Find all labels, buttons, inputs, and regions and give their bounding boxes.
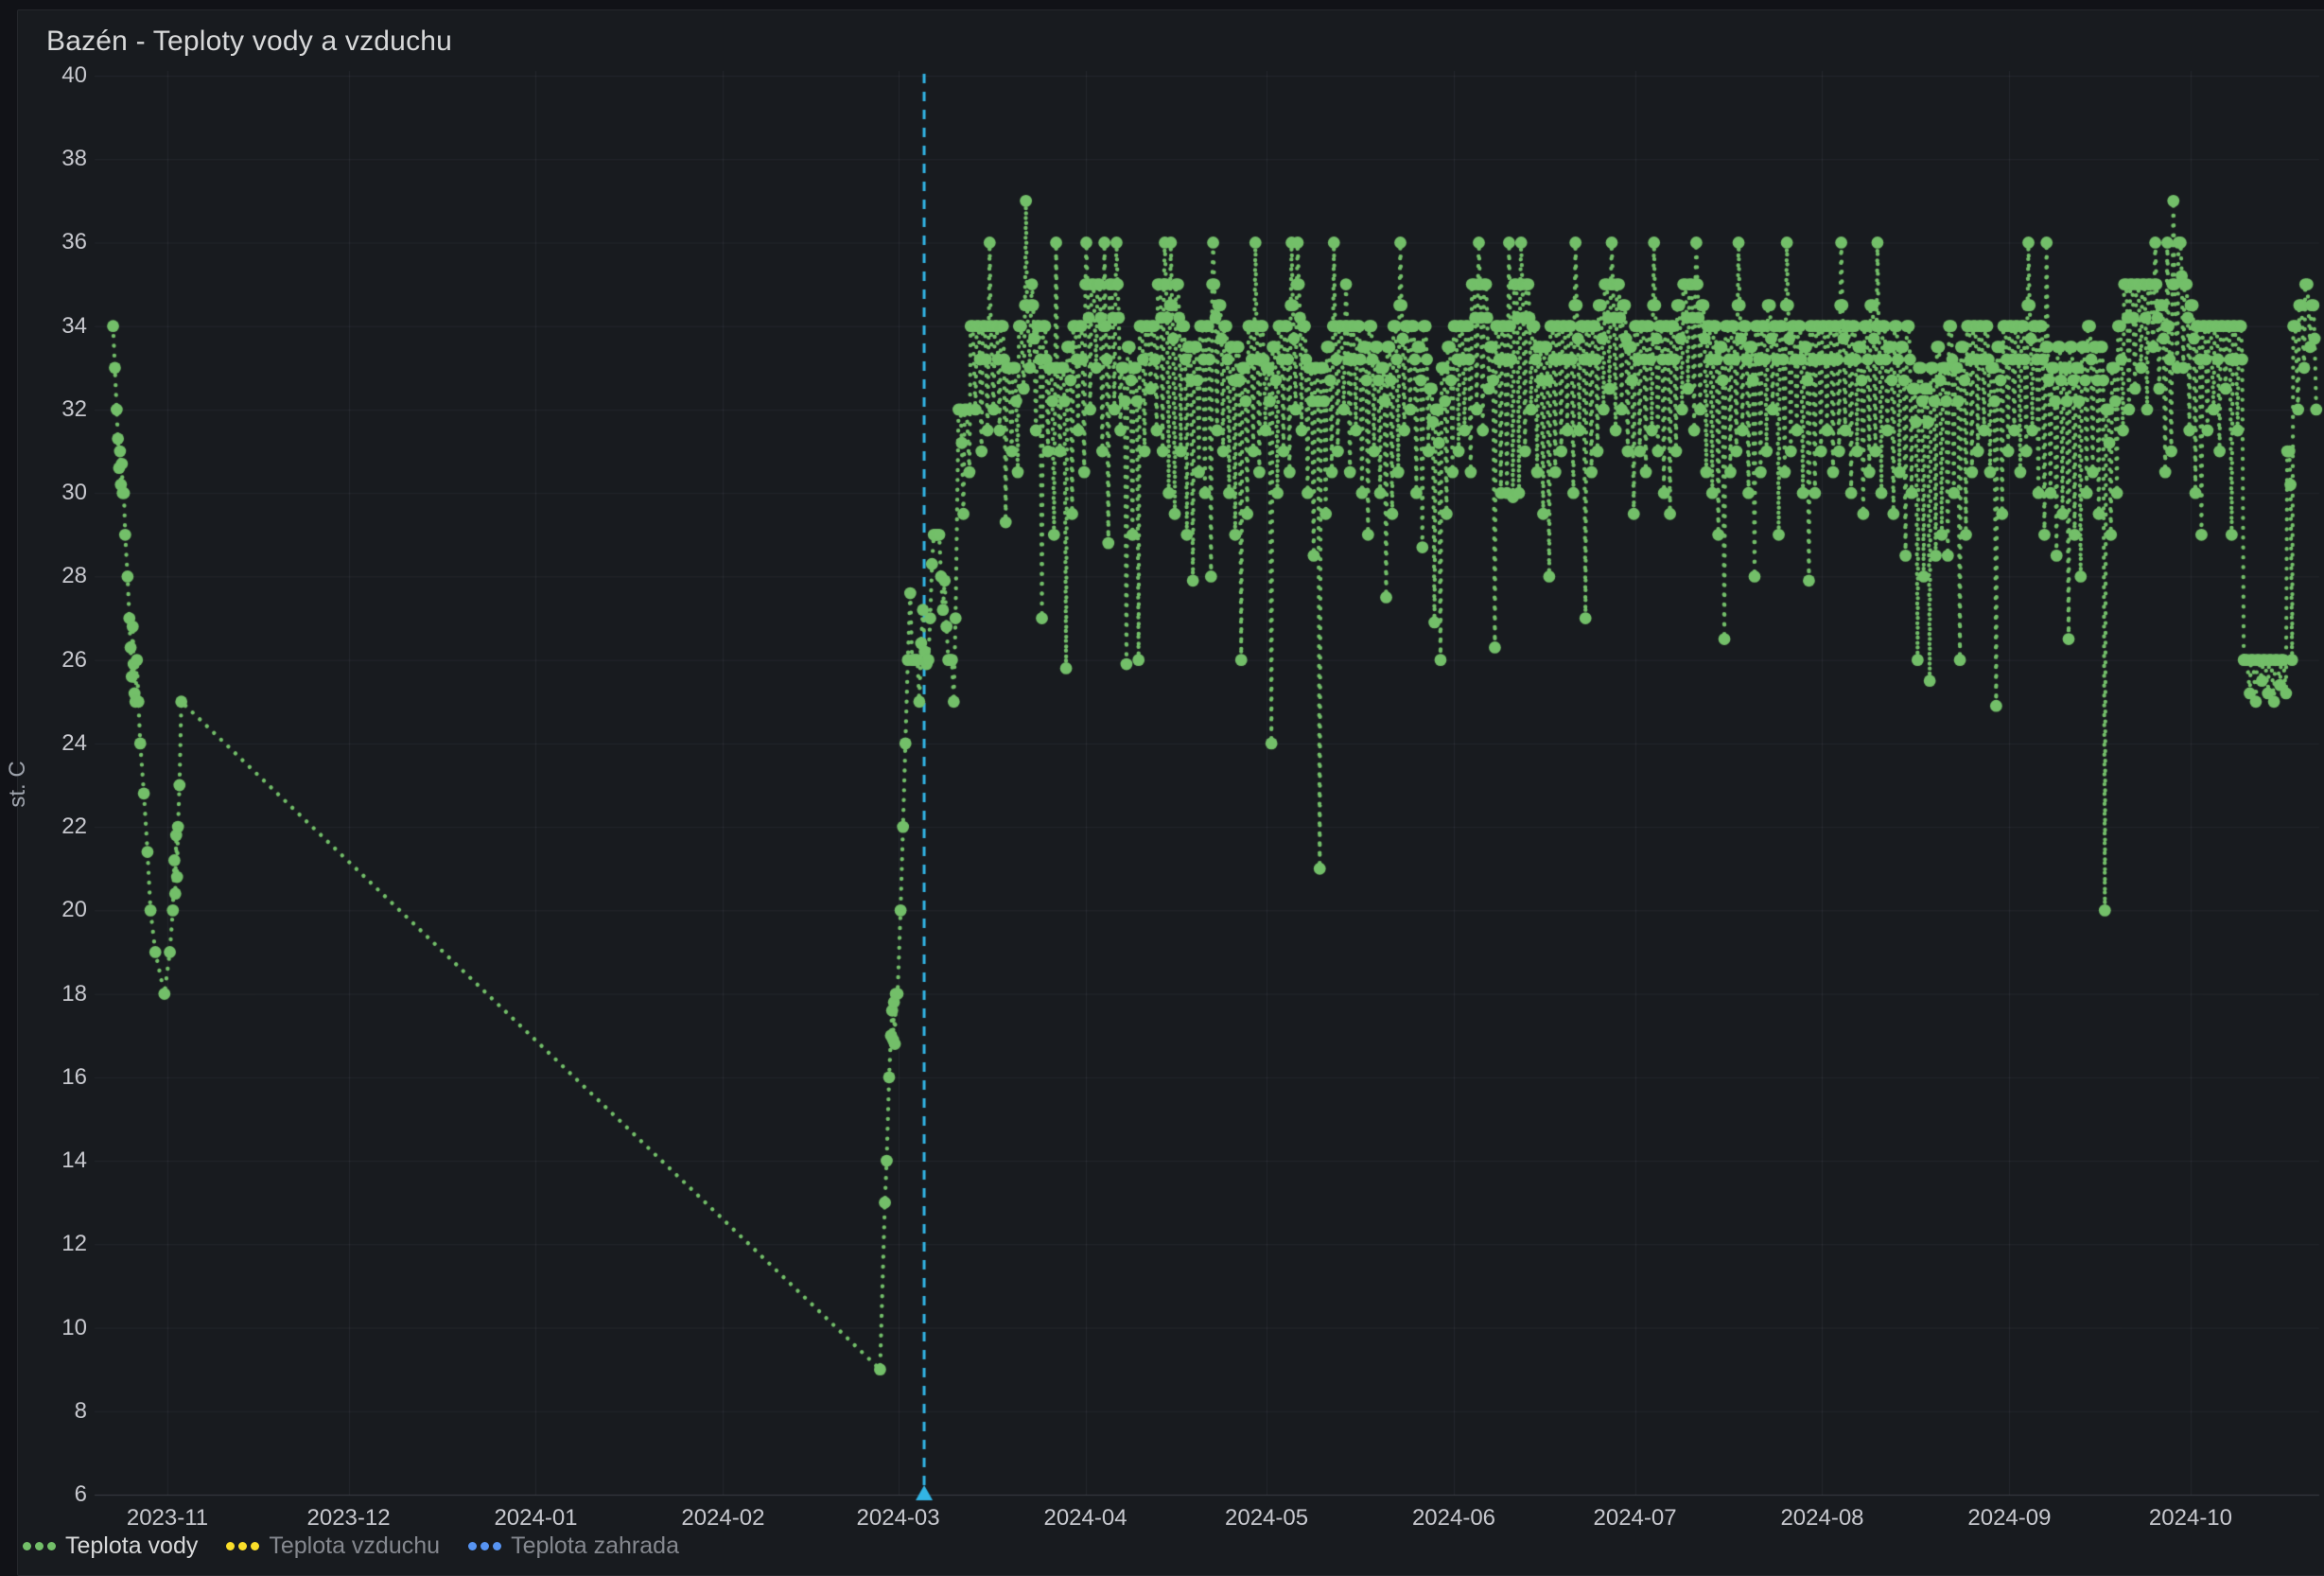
y-tick-label: 18 <box>61 980 87 1007</box>
series-dots-icon <box>23 1542 56 1550</box>
y-tick-label: 14 <box>61 1147 87 1174</box>
x-tick-label: 2024-03 <box>856 1505 940 1531</box>
y-tick-label: 36 <box>61 229 87 255</box>
y-tick-label: 32 <box>61 395 87 422</box>
y-tick-label: 40 <box>61 62 87 88</box>
y-tick-label: 38 <box>61 146 87 172</box>
y-tick-label: 10 <box>61 1314 87 1340</box>
legend-item-teplota-vody[interactable]: Teplota vody <box>23 1532 198 1560</box>
y-tick-label: 22 <box>61 814 87 840</box>
series-dots-icon <box>468 1542 502 1550</box>
y-tick-label: 6 <box>74 1481 87 1507</box>
legend-item-teplota-zahrada[interactable]: Teplota zahrada <box>468 1532 679 1560</box>
y-tick-label: 8 <box>74 1397 87 1424</box>
x-tick-label: 2023-11 <box>126 1505 209 1531</box>
legend: Teplota vody Teplota vzduchu Teplota zahra… <box>23 1532 679 1560</box>
x-tick-label: 2024-07 <box>1593 1505 1677 1531</box>
legend-label: Teplota vzduchu <box>269 1532 441 1559</box>
x-tick-label: 2024-02 <box>681 1505 765 1531</box>
x-tick-label: 2024-10 <box>2148 1505 2232 1531</box>
y-tick-label: 28 <box>61 563 87 589</box>
x-tick-label: 2024-09 <box>1967 1505 2052 1531</box>
x-tick-label: 2024-05 <box>1225 1505 1309 1531</box>
y-tick-label: 16 <box>61 1063 87 1090</box>
series-dots-icon <box>226 1542 260 1550</box>
y-tick-label: 30 <box>61 480 87 506</box>
y-tick-label: 12 <box>61 1231 87 1257</box>
x-tick-label: 2023-12 <box>306 1505 391 1531</box>
legend-label: Teplota vody <box>65 1532 199 1559</box>
x-tick-label: 2024-08 <box>1780 1505 1864 1531</box>
legend-label: Teplota zahrada <box>511 1532 679 1559</box>
y-tick-label: 34 <box>61 312 87 339</box>
legend-item-teplota-vzduchu[interactable]: Teplota vzduchu <box>226 1532 440 1560</box>
y-tick-label: 24 <box>61 729 87 756</box>
y-tick-label: 26 <box>61 646 87 673</box>
x-tick-label: 2024-04 <box>1043 1505 1127 1531</box>
y-tick-label: 20 <box>61 897 87 923</box>
x-tick-label: 2024-01 <box>494 1505 578 1531</box>
x-tick-label: 2024-06 <box>1411 1505 1496 1531</box>
